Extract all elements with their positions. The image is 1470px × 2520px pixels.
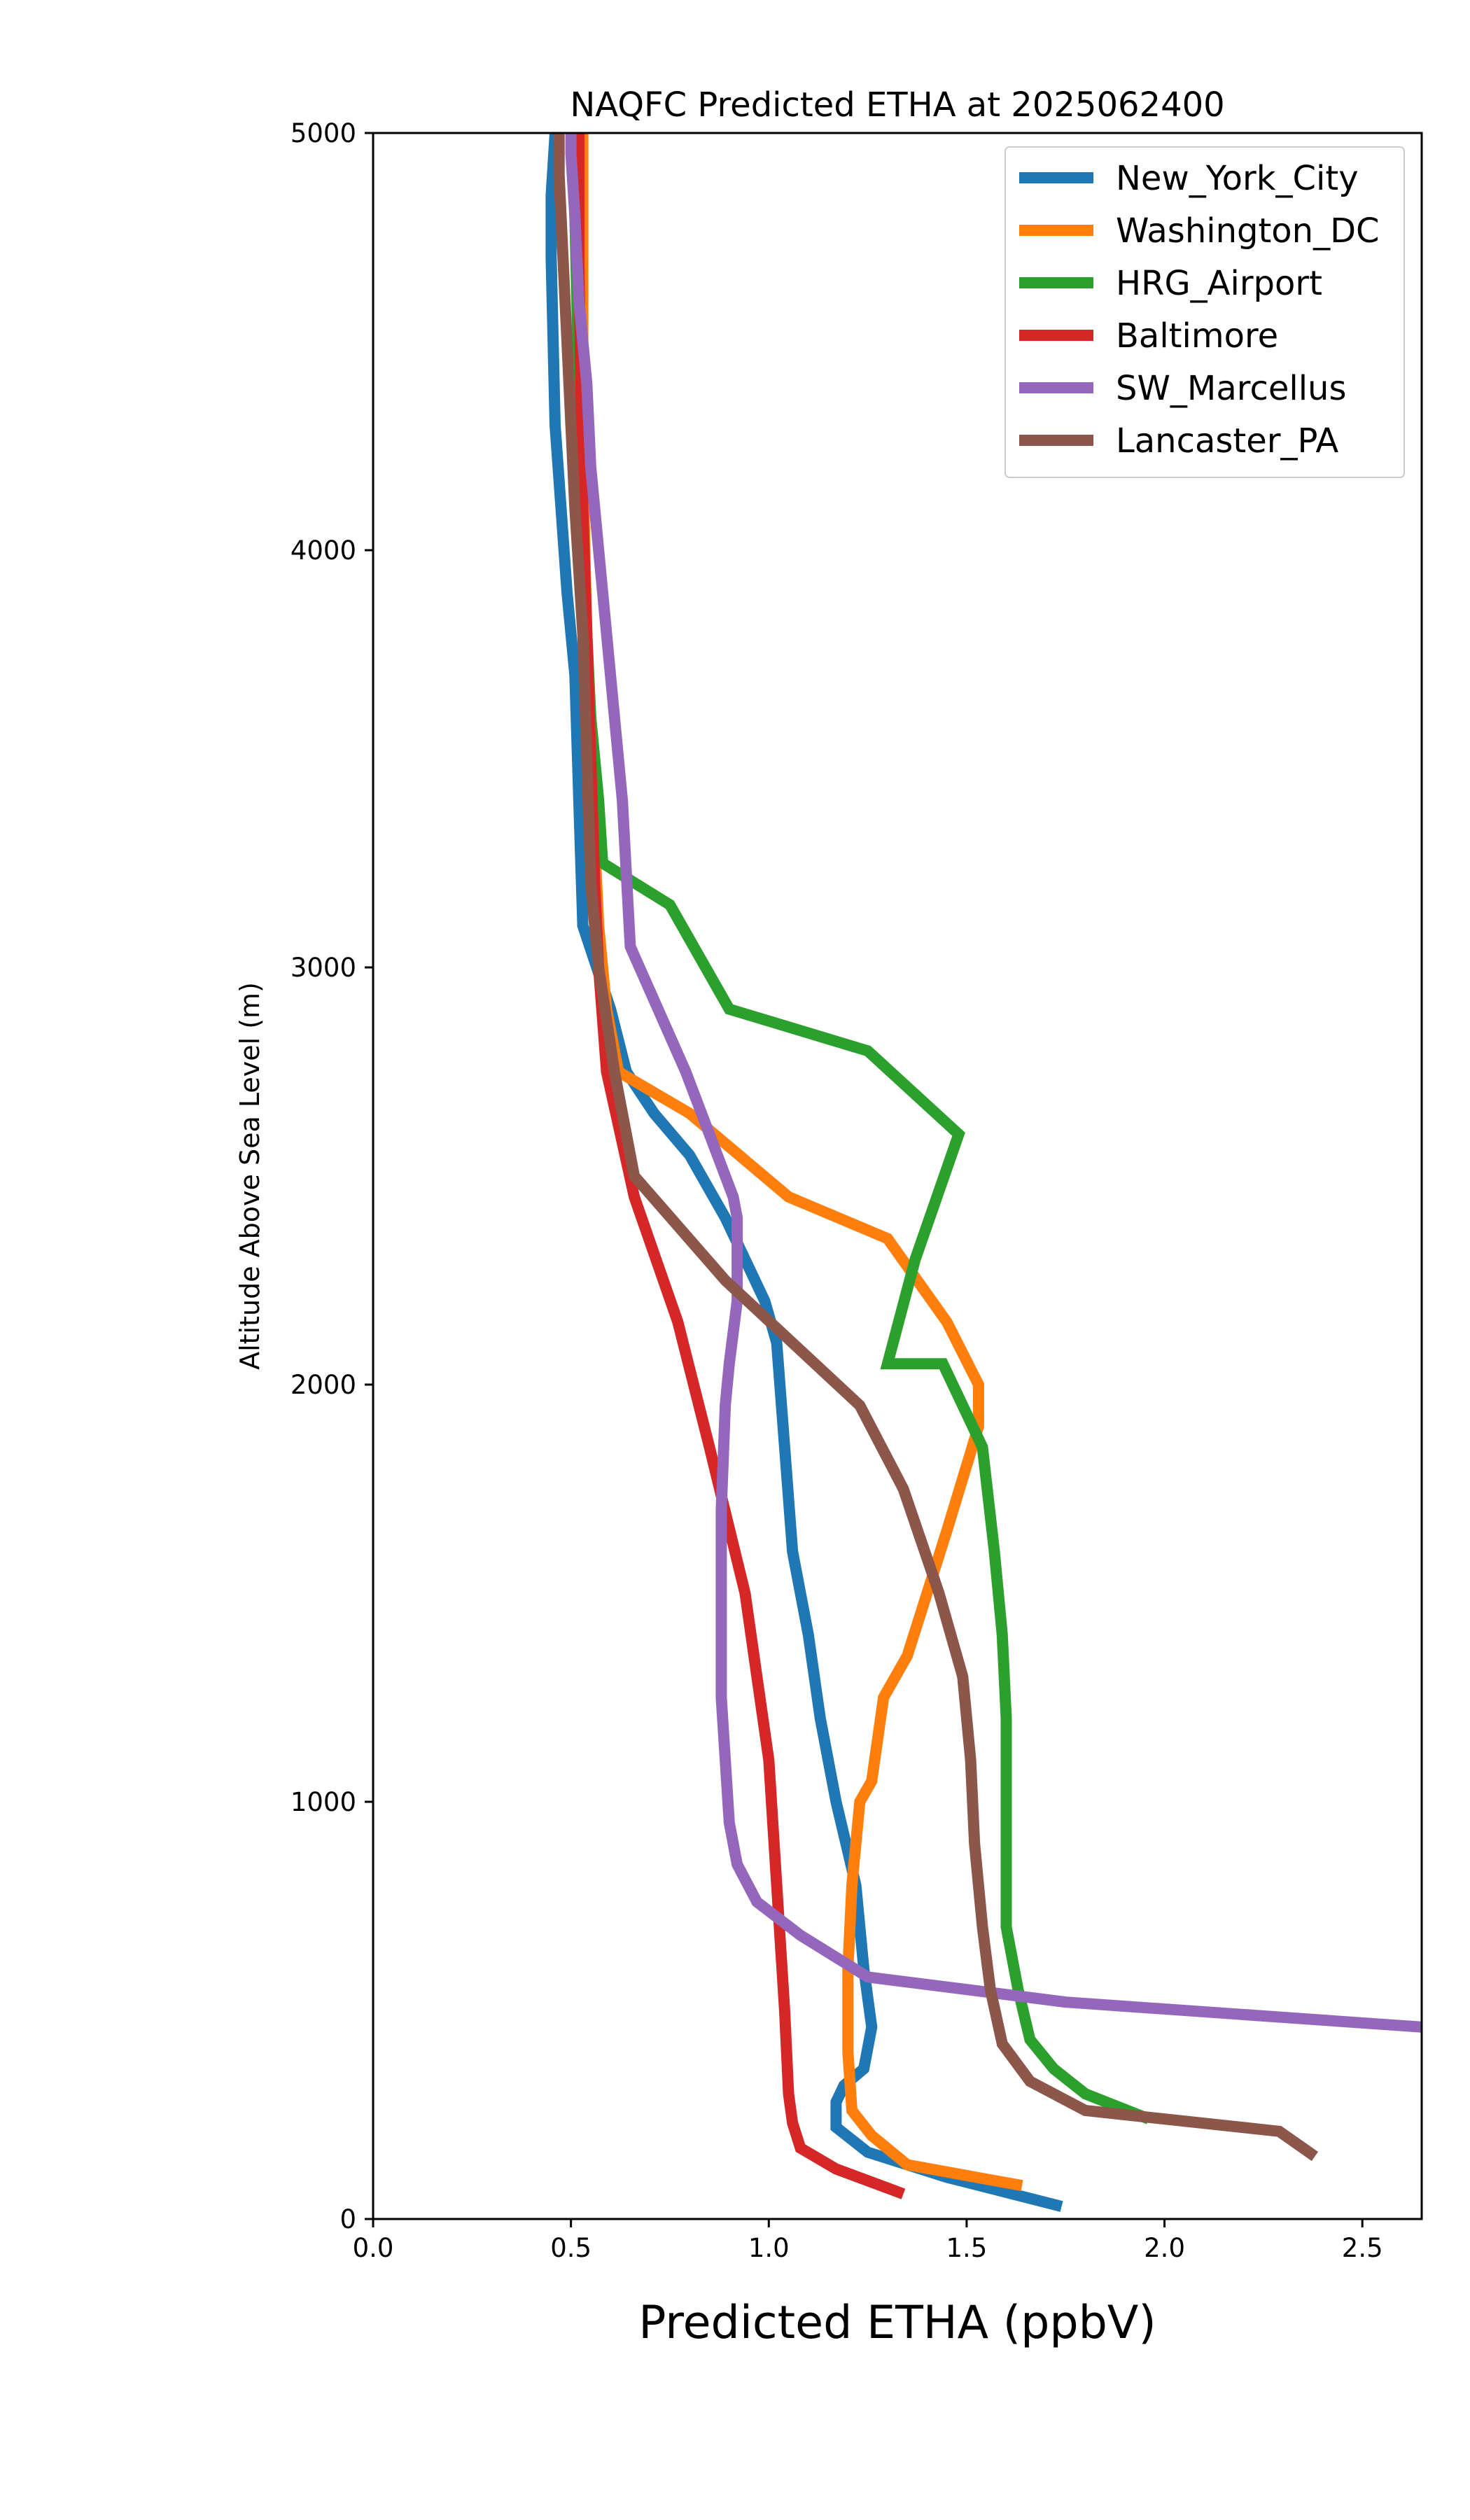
chart-title: NAQFC Predicted ETHA at 2025062400 <box>570 85 1224 125</box>
legend-items: New_York_City Washington_DC HRG_Airport Bal… <box>1019 159 1380 461</box>
legend-label: New_York_City <box>1116 159 1359 198</box>
x-tick-label: 0.0 <box>353 2233 394 2263</box>
y-tick-label: 5000 <box>290 118 356 148</box>
series-line-new-york-city <box>545 133 1063 2212</box>
y-tick-label: 2000 <box>290 1370 356 1400</box>
legend-label: HRG_Airport <box>1116 264 1322 303</box>
y-tick-label: 0 <box>340 2204 356 2234</box>
series-layer <box>545 133 1422 2212</box>
x-tick-label: 0.5 <box>550 2233 592 2263</box>
legend-box <box>1004 146 1405 478</box>
series-line-baltimore <box>573 133 906 2199</box>
y-tick-label: 1000 <box>290 1787 356 1817</box>
x-axis-label: Predicted ETHA (ppbV) <box>638 2297 1156 2349</box>
x-tick-label: 2.0 <box>1144 2233 1185 2263</box>
legend-label: Baltimore <box>1116 316 1278 356</box>
legend-label: Lancaster_PA <box>1116 421 1338 461</box>
legend-label: SW_Marcellus <box>1116 369 1346 408</box>
legend: New_York_City Washington_DC HRG_Airport Bal… <box>1004 146 1405 478</box>
x-tick-label: 1.5 <box>946 2233 988 2263</box>
plot-frame <box>372 132 1423 2220</box>
x-tick-label: 2.5 <box>1342 2233 1383 2263</box>
x-axis-ticks: 0.0 0.5 1.0 1.5 2.0 2.5 <box>353 2219 1383 2263</box>
series-line-sw-marcellus <box>565 133 1422 2033</box>
y-tick-label: 3000 <box>290 953 356 983</box>
series-line-lancaster-pa <box>553 133 1319 2162</box>
y-axis-label: Altitude Above Sea Level (m) <box>234 982 265 1370</box>
legend-label: Washington_DC <box>1116 211 1380 251</box>
y-tick-label: 4000 <box>290 536 356 566</box>
y-axis-ticks: 0 1000 2000 3000 4000 5000 <box>290 118 373 2234</box>
x-tick-label: 1.0 <box>748 2233 790 2263</box>
